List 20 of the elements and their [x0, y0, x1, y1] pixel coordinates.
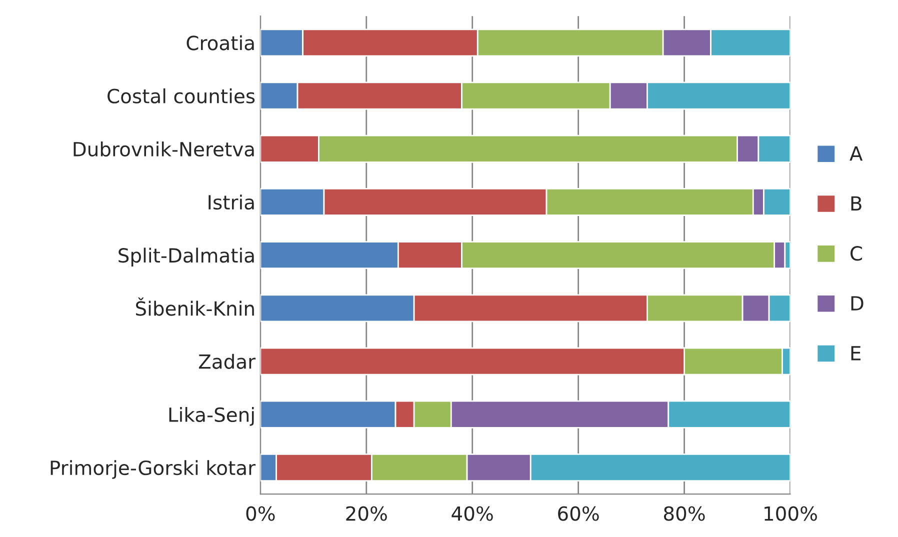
y-tick-label: Croatia — [186, 35, 254, 50]
y-tick-label: Primorje-Gorski kotar — [50, 460, 256, 479]
x-tick-label: 60% — [558, 506, 599, 521]
y-tick-label: Costal counties — [108, 88, 255, 104]
x-tick-label: 20% — [346, 506, 387, 521]
x-tick-label: 100% — [764, 506, 817, 521]
legend-label: D — [851, 296, 864, 310]
legend-label: B — [851, 196, 862, 211]
x-tick-label: 40% — [452, 506, 493, 521]
y-tick-label: Istria — [208, 194, 254, 210]
x-tick-label: 0% — [246, 506, 275, 521]
y-tick-label: Zadar — [198, 354, 256, 369]
y-tick-label: Dubrovnik-Neretva — [74, 141, 254, 157]
x-tick-label: 80% — [664, 506, 705, 521]
legend-label: A — [850, 146, 863, 161]
y-tick-label: Šibenik-Knin — [136, 298, 254, 316]
legend-label: C — [850, 246, 862, 261]
legend-label: E — [851, 346, 860, 360]
y-tick-label: Lika-Senj — [169, 407, 254, 426]
y-tick-label: Split-Dalmatia — [118, 248, 254, 267]
